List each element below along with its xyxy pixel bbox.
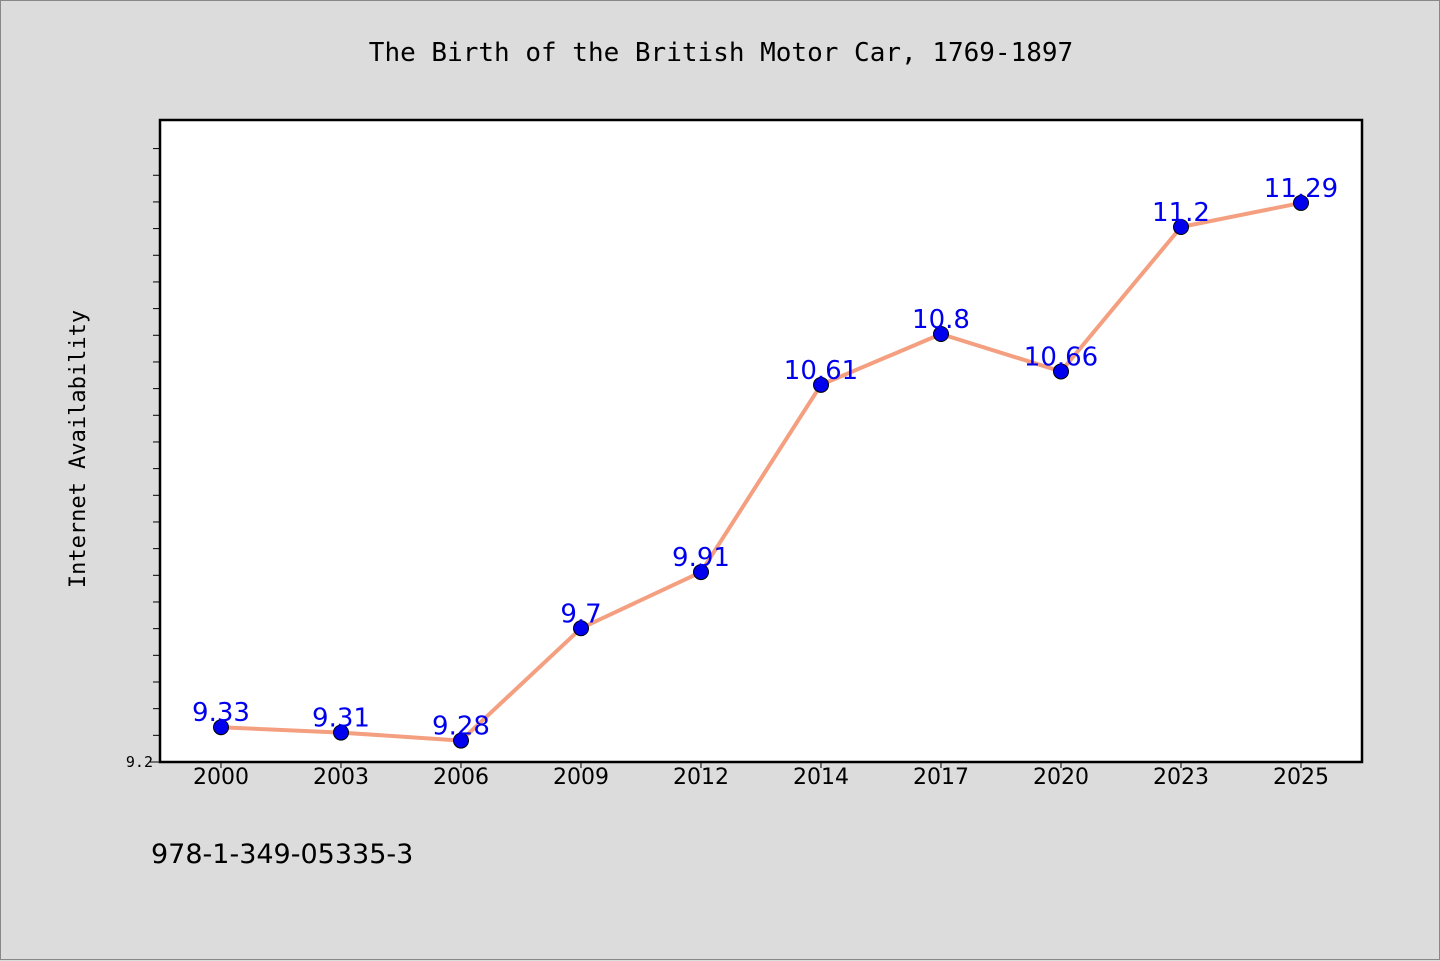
series-line-group bbox=[219, 200, 1303, 743]
x-axis-ticks: 2000 2003 2006 2009 2012 2014 2017 2020 2023 2025 bbox=[193, 762, 1329, 790]
data-label: 9.91 bbox=[672, 543, 730, 573]
y-axis-label: Internet Availability bbox=[66, 310, 91, 588]
data-label: 10.8 bbox=[912, 305, 970, 335]
x-tick-label: 2025 bbox=[1273, 765, 1329, 790]
x-tick-label: 2000 bbox=[193, 765, 249, 790]
data-point-marker bbox=[573, 620, 589, 637]
data-label: 11.29 bbox=[1264, 174, 1338, 204]
data-label: 9.31 bbox=[312, 704, 370, 734]
data-label: 9.33 bbox=[192, 698, 250, 728]
data-label: 10.66 bbox=[1024, 342, 1098, 372]
x-tick-label: 2023 bbox=[1153, 765, 1209, 790]
data-labels: 9.33 9.31 9.28 9.7 9.91 10.61 10.8 10.66 11.2 11.… bbox=[192, 174, 1338, 742]
data-point-marker bbox=[213, 719, 229, 736]
data-point-marker bbox=[1293, 194, 1309, 211]
data-point-marker bbox=[693, 564, 709, 581]
data-point-marker bbox=[1173, 219, 1189, 235]
data-markers bbox=[213, 194, 1309, 749]
x-tick-label: 2012 bbox=[673, 765, 729, 790]
data-point-marker bbox=[453, 732, 469, 749]
isbn-footer: 978-1-349-05335-3 bbox=[151, 839, 413, 870]
series-line bbox=[219, 200, 1303, 743]
x-tick-label: 2006 bbox=[433, 765, 489, 790]
x-tick-label: 2020 bbox=[1033, 765, 1089, 790]
data-point-marker bbox=[1053, 363, 1069, 380]
y-axis-ticks: 9.2 bbox=[126, 148, 160, 771]
data-point-marker bbox=[933, 326, 949, 342]
data-point-marker bbox=[813, 376, 829, 393]
plot-area bbox=[158, 118, 1364, 764]
x-tick-label: 2017 bbox=[913, 765, 969, 790]
data-point-marker bbox=[333, 724, 349, 741]
data-label: 9.7 bbox=[560, 599, 601, 629]
chart-title: The Birth of the British Motor Car, 1769… bbox=[369, 38, 1073, 68]
data-label: 9.28 bbox=[432, 712, 490, 742]
x-tick-label: 2009 bbox=[553, 765, 609, 790]
x-tick-label: 2003 bbox=[313, 765, 369, 790]
y-tick-label: 9.2 bbox=[126, 753, 153, 771]
data-label: 11.2 bbox=[1152, 198, 1210, 228]
x-tick-label: 2014 bbox=[793, 765, 849, 790]
data-label: 10.61 bbox=[784, 356, 858, 386]
